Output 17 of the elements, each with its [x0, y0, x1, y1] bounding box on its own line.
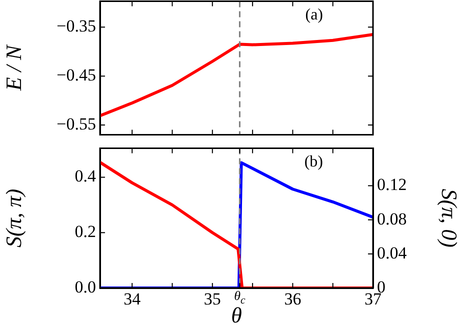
x-tick-label: 34	[124, 290, 142, 309]
y-tick-label: 0.2	[74, 222, 96, 242]
annotation: (b)	[304, 153, 323, 170]
x-tick-label: 35	[204, 290, 221, 309]
y-tick-label: −0.45	[56, 66, 96, 85]
y2-tick-label: 0.12	[377, 175, 407, 194]
y2-tick-label: 0.08	[377, 209, 407, 228]
y-axis-title: E / N	[0, 44, 26, 92]
y2-axis-title: S(π, 0)	[437, 188, 462, 248]
y2-tick-label: 0.04	[377, 243, 408, 262]
y-tick-label: −0.35	[56, 16, 96, 36]
y-tick-label: −0.55	[56, 114, 96, 134]
y-tick-label: 0.4	[74, 166, 96, 186]
y-axis-title: S(π, π)	[0, 188, 26, 248]
annotation: (a)	[305, 6, 323, 24]
y-tick-label: 0.0	[74, 277, 96, 296]
x-tick-label: 36	[284, 290, 302, 309]
